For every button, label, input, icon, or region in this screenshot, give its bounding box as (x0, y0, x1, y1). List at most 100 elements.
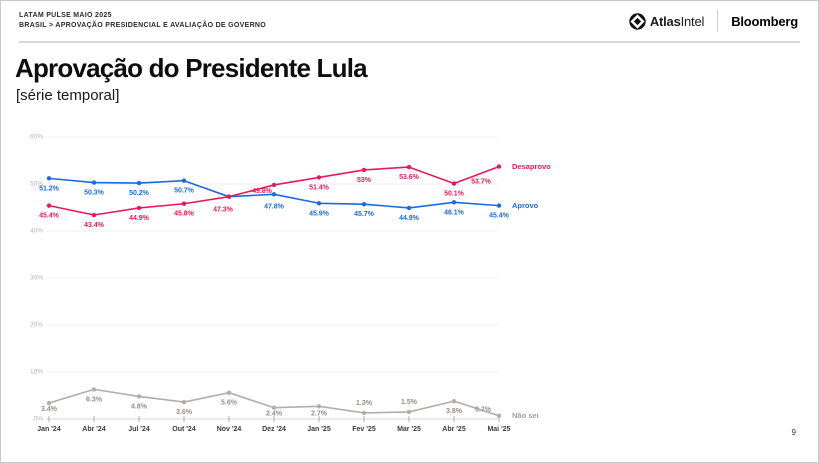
data-point-aprovo (496, 203, 502, 208)
data-label-n-o-sei: 0.7% (475, 407, 492, 414)
data-label-desaprovo: 45.4% (39, 213, 60, 220)
data-point-n-o-sei (46, 400, 52, 406)
y-axis-tick-label: 60% (30, 134, 43, 141)
kicker-breadcrumb: BRASIL > APROVAÇÃO PRESIDENCIAL E AVALIA… (19, 22, 267, 29)
data-label-desaprovo: 53% (357, 177, 372, 184)
logo-group: AtlasIntel Bloomberg (629, 10, 798, 32)
x-axis-tick-label: Fev '25 (352, 426, 376, 433)
data-point-desaprovo (271, 182, 277, 188)
x-axis-tick-label: Abr '25 (442, 426, 466, 433)
data-label-aprovo: 50.2% (129, 190, 150, 197)
data-point-desaprovo (91, 212, 97, 218)
data-label-desaprovo: 53.6% (399, 174, 420, 181)
data-point-n-o-sei (406, 409, 412, 415)
page-title: Aprovação do Presidente Lula (15, 53, 368, 83)
x-axis-tick-label: Jan '25 (307, 426, 331, 433)
data-point-aprovo (316, 201, 322, 206)
data-label-n-o-sei: 1.5% (401, 399, 418, 406)
data-label-desaprovo: 51.4% (309, 184, 330, 191)
data-point-desaprovo (136, 205, 142, 211)
data-label-desaprovo: 49.8% (252, 188, 273, 195)
data-label-aprovo: 46.1% (444, 209, 465, 216)
data-label-n-o-sei: 2.7% (311, 410, 328, 417)
x-axis-tick-label: Jul '24 (128, 426, 150, 433)
data-label-aprovo: 47.8% (264, 203, 285, 210)
data-point-aprovo (451, 200, 457, 205)
kicker-line-1: LATAM PULSE MAIO 2025 (19, 12, 112, 19)
data-label-aprovo: 51.2% (39, 185, 60, 192)
data-point-desaprovo (406, 164, 412, 170)
x-axis-tick-label: Abr '24 (82, 426, 106, 433)
x-axis-tick-label: Jan '24 (37, 426, 61, 433)
logo-divider (717, 10, 719, 32)
data-label-n-o-sei: 3.8% (446, 408, 463, 415)
data-label-desaprovo: 43.4% (84, 222, 105, 229)
page-number: 9 (791, 428, 796, 437)
data-point-aprovo (406, 205, 412, 211)
data-point-desaprovo (181, 201, 187, 206)
atlas-bold-text: Atlas (649, 13, 681, 29)
y-axis-tick-label: 40% (30, 228, 43, 235)
page-subtitle: [série temporal] (16, 87, 120, 104)
data-label-aprovo: 45.4% (489, 213, 510, 220)
data-label-desaprovo: 44.9% (129, 215, 150, 222)
data-label-desaprovo: 45.8% (174, 211, 195, 218)
y-axis-tick-label: 10% (30, 369, 43, 376)
atlasintel-diamond-icon (629, 12, 646, 30)
atlasintel-logo: AtlasIntel (629, 12, 705, 30)
x-axis-tick-label: Nov '24 (217, 426, 242, 433)
approval-time-series-chart: 0% 10% 20% 30% 40% 50% 60% Jan '24 Abr '24 Jul '2… (30, 134, 551, 433)
x-axis-tick-label: Out '24 (172, 426, 196, 433)
legend-label-aprovo: Aprovo (512, 201, 539, 210)
data-point-aprovo (181, 178, 187, 183)
data-label-aprovo: 44.9% (399, 215, 420, 222)
data-label-n-o-sei: 3.6% (176, 409, 193, 416)
data-point-n-o-sei (91, 387, 97, 392)
data-point-n-o-sei (496, 413, 502, 418)
data-point-n-o-sei (451, 398, 457, 404)
data-label-desaprovo: 47.3% (213, 207, 234, 214)
data-label-desaprovo: 50.1% (444, 191, 465, 198)
report-kicker: LATAM PULSE MAIO 2025 BRASIL > APROVAÇÃO… (19, 11, 266, 31)
data-point-desaprovo (361, 167, 367, 173)
data-point-aprovo (46, 176, 52, 181)
data-label-aprovo: 45.9% (309, 210, 330, 217)
x-axis-tick-label: Mar '25 (397, 426, 421, 433)
data-label-n-o-sei: 3.4% (41, 406, 58, 413)
data-point-n-o-sei (316, 404, 322, 409)
intel-regular-text: Intel (680, 13, 705, 29)
data-point-desaprovo (226, 194, 232, 199)
data-label-desaprovo: 53.7% (471, 179, 492, 186)
data-point-n-o-sei (361, 410, 367, 416)
y-axis-tick-label: 0% (34, 416, 44, 423)
data-label-aprovo: 50.7% (174, 188, 195, 195)
data-label-n-o-sei: 2.4% (266, 411, 283, 418)
data-point-aprovo (91, 180, 97, 185)
data-point-n-o-sei (181, 399, 187, 405)
legend-label-n-o-sei: Não sei (512, 411, 539, 420)
data-point-n-o-sei (271, 405, 277, 410)
data-label-aprovo: 45.7% (354, 211, 375, 218)
data-point-aprovo (136, 180, 142, 186)
x-axis-tick-label: Dez '24 (262, 426, 286, 433)
data-point-desaprovo (496, 164, 502, 169)
y-axis-tick-label: 20% (30, 322, 43, 329)
data-point-aprovo (361, 202, 367, 207)
data-point-desaprovo (451, 181, 457, 186)
data-point-desaprovo (46, 203, 52, 208)
header-divider (19, 41, 800, 43)
bloomberg-logo: Bloomberg (731, 13, 798, 29)
data-label-n-o-sei: 5.6% (221, 400, 238, 407)
data-point-n-o-sei (226, 390, 232, 395)
data-label-n-o-sei: 1.3% (356, 400, 373, 407)
y-axis-tick-label: 50% (30, 181, 43, 188)
legend-label-desaprovo: Desaprovo (512, 162, 551, 171)
data-point-n-o-sei (136, 394, 142, 399)
data-point-aprovo (271, 192, 277, 197)
y-axis-tick-label: 30% (30, 275, 43, 282)
data-label-n-o-sei: 6.3% (86, 396, 103, 403)
data-point-desaprovo (316, 175, 322, 180)
data-label-aprovo: 50.3% (84, 190, 105, 197)
atlasintel-wordmark: AtlasIntel (649, 13, 705, 29)
